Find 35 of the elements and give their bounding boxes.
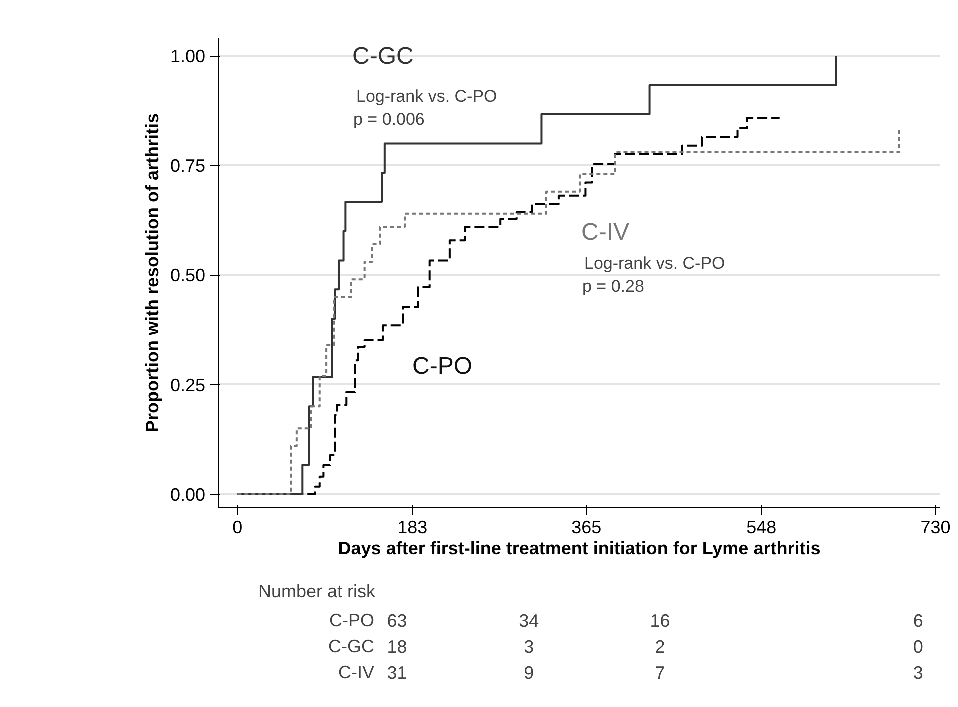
series-label: C-IV: [582, 219, 630, 246]
y-tick-label: 0.50: [170, 266, 206, 286]
x-tick-label: 548: [746, 518, 777, 538]
y-tick-label: 0.25: [170, 375, 206, 396]
text: C-PO: [330, 610, 375, 630]
y-axis-title: Proportion with resolution of arthritis: [142, 113, 162, 432]
y-tick-label: 1.00: [170, 46, 206, 67]
text: 9: [524, 663, 534, 683]
text: 3: [913, 663, 924, 683]
text: C-GC: [328, 636, 375, 656]
annotation: Log-rank vs. C-PO: [356, 87, 498, 106]
text: 34: [519, 611, 540, 631]
series-label: C-PO: [412, 353, 472, 380]
x-tick-label: 730: [920, 518, 951, 538]
text: 63: [387, 611, 408, 631]
x-tick-label: 183: [398, 518, 428, 538]
y-tick-label: 0.00: [170, 484, 206, 505]
text: 16: [650, 611, 670, 631]
x-tick-label: 0: [232, 518, 243, 538]
y-tick-label: 0.75: [170, 156, 206, 176]
annotation: p = 0.28: [582, 277, 644, 296]
text: 31: [387, 663, 408, 683]
x-axis-title: Days after first-line treatment initiation for Lyme arthritis: [338, 538, 821, 558]
annotation: Log-rank vs. C-PO: [584, 254, 726, 273]
text: C-GC: [352, 43, 414, 70]
annotation: p = 0.006: [354, 110, 425, 129]
text: C-IV: [338, 662, 375, 682]
text: 6: [913, 611, 924, 631]
text: 3: [524, 637, 534, 657]
text: Number at risk: [258, 582, 376, 602]
x-tick-label: 365: [572, 518, 602, 538]
text: 0: [913, 637, 924, 657]
text: 18: [387, 637, 408, 657]
text: 2: [655, 637, 666, 657]
text: 7: [655, 663, 666, 683]
